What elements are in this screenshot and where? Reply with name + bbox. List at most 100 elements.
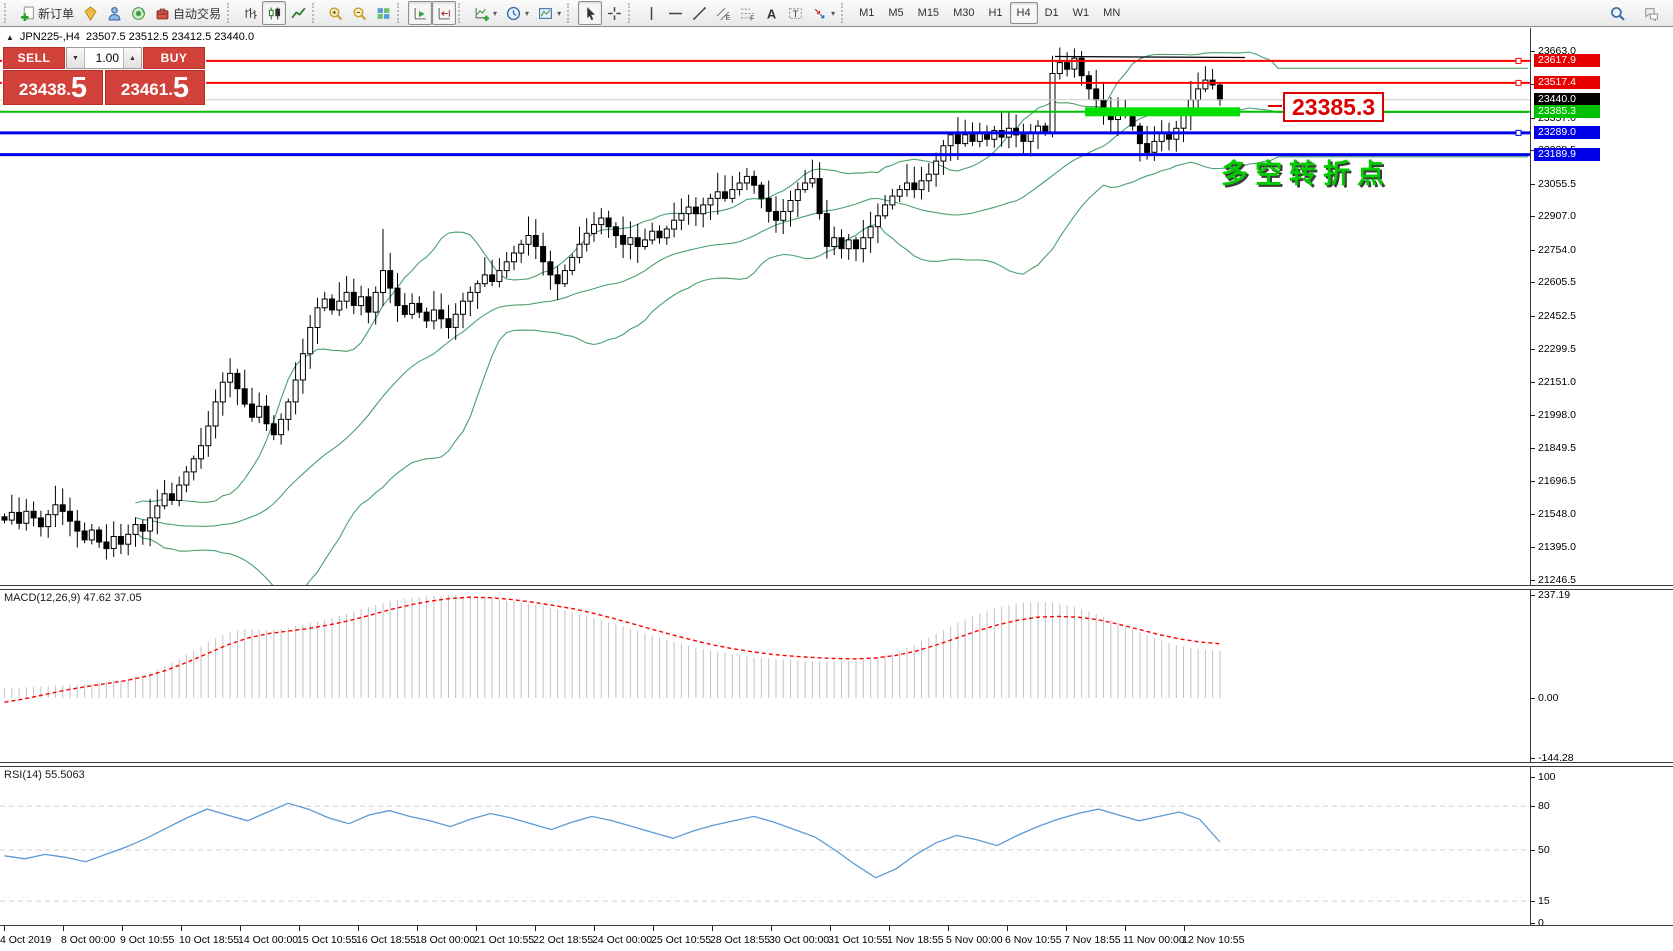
- timeframe-m1-button[interactable]: M1: [859, 7, 875, 19]
- candles-chart-button[interactable]: [262, 1, 287, 25]
- axis-tick: [1530, 777, 1535, 778]
- zoom-in-button[interactable]: [323, 1, 347, 25]
- svg-text:F: F: [750, 15, 754, 20]
- auto-trading-button[interactable]: 自动交易: [150, 1, 225, 25]
- volume-input[interactable]: 1.00: [95, 51, 119, 65]
- text-button[interactable]: A: [759, 1, 783, 25]
- equidistant-channel-button[interactable]: E: [711, 1, 735, 25]
- candles-chart-icon: [266, 5, 282, 21]
- timeframe-d1-button[interactable]: D1: [1044, 7, 1059, 19]
- arrows-button[interactable]: ▾: [807, 1, 839, 25]
- symbol-period-label: JPN225-,H4: [19, 31, 80, 43]
- main-chart-panel[interactable]: [0, 28, 1530, 585]
- fibonacci-button[interactable]: F: [735, 1, 759, 25]
- bars-chart-button[interactable]: [238, 1, 262, 25]
- auto-scroll-button[interactable]: [408, 1, 433, 25]
- templates-dropdown-caret[interactable]: ▾: [557, 8, 562, 18]
- timeframe-w1-button[interactable]: W1: [1072, 7, 1090, 19]
- toolbar-grip[interactable]: [4, 3, 11, 23]
- timeframe-mn-button[interactable]: MN: [1103, 7, 1121, 19]
- axis-tick-label: 22299.5: [1538, 343, 1576, 356]
- toolbar-grip[interactable]: [227, 3, 234, 23]
- panel-splitter-macd[interactable]: [0, 585, 1673, 590]
- ohlc-values: 23507.5 23512.5 23412.5 23440.0: [85, 31, 255, 43]
- timeframe-m5-button[interactable]: M5: [888, 7, 904, 19]
- tile-windows-button[interactable]: [371, 1, 395, 25]
- axis-tick-label: 22452.5: [1538, 309, 1576, 322]
- periods-dropdown-caret[interactable]: ▾: [525, 8, 530, 18]
- search-button[interactable]: [1605, 2, 1629, 26]
- sell-button[interactable]: SELL: [3, 47, 65, 69]
- horizontal-lines[interactable]: [0, 57, 1530, 157]
- toolbar-grip[interactable]: [397, 3, 404, 23]
- toolbar-grip[interactable]: [312, 3, 319, 23]
- axis-tick: [1530, 757, 1535, 759]
- macd-panel[interactable]: [0, 590, 1530, 762]
- line-chart-button[interactable]: [286, 1, 310, 25]
- new-order-button[interactable]: 新订单: [15, 1, 78, 25]
- axis-tick: [1530, 923, 1535, 924]
- volume-increase-button[interactable]: ▲: [123, 48, 141, 68]
- chart-shift-button[interactable]: [432, 1, 457, 25]
- text-label-button[interactable]: T: [783, 1, 807, 25]
- cursor-button[interactable]: [578, 1, 603, 25]
- toolbar-grip[interactable]: [841, 3, 848, 23]
- auto-trading-label: 自动交易: [173, 6, 222, 21]
- new-order-icon: [19, 5, 35, 21]
- templates-button[interactable]: ▾: [533, 1, 565, 25]
- chat-button[interactable]: [1639, 2, 1663, 26]
- timeframe-h1-button[interactable]: H1: [988, 7, 1003, 19]
- timeframe-m15-button[interactable]: M15: [917, 7, 940, 19]
- navigator-button[interactable]: [102, 1, 126, 25]
- periods-button[interactable]: ▾: [501, 1, 533, 25]
- trendline-button[interactable]: [687, 1, 711, 25]
- timeframe-h4-button[interactable]: H4: [1009, 2, 1038, 24]
- time-tick-label: 14 Oct 00:00: [238, 934, 299, 946]
- price-axis[interactable]: 23663.023511.523357.023208.523055.522907…: [1530, 28, 1673, 929]
- vertical-line-button[interactable]: [639, 1, 663, 25]
- indicators-button[interactable]: ▾: [469, 1, 501, 25]
- price-axis-border: [1530, 28, 1531, 925]
- axis-tick: [1530, 282, 1535, 284]
- time-tick: [122, 926, 123, 931]
- signals-button[interactable]: [126, 1, 150, 25]
- toolbar-grip[interactable]: [458, 3, 465, 23]
- collapse-arrow-icon[interactable]: ▲: [6, 32, 14, 42]
- market-watch-button[interactable]: [78, 1, 102, 25]
- sell-price-panel[interactable]: 23438. 5: [3, 70, 103, 105]
- price-callout-label[interactable]: 23385.3: [1283, 92, 1385, 122]
- rsi-level-lines: [0, 805, 1530, 902]
- axis-tick-label: 0: [1538, 917, 1544, 929]
- indicators-dropdown-caret[interactable]: ▾: [493, 8, 498, 18]
- panel-splitter-rsi[interactable]: [0, 762, 1673, 767]
- toolbar-grip[interactable]: [628, 3, 635, 23]
- rsi-panel[interactable]: [0, 767, 1530, 925]
- buy-button[interactable]: BUY: [143, 47, 205, 69]
- auto-trading-icon: [154, 5, 170, 21]
- time-tick-label: 8 Oct 00:00: [61, 934, 116, 946]
- time-tick: [4, 926, 5, 931]
- crosshair-button[interactable]: [602, 1, 626, 25]
- support-zone-bar[interactable]: [1085, 107, 1240, 117]
- toolbar-grip[interactable]: [567, 3, 574, 23]
- pivot-note-text[interactable]: 多空转折点: [1221, 159, 1391, 189]
- bars-chart-icon: [242, 5, 258, 21]
- zoom-out-icon: [351, 5, 367, 21]
- time-tick: [594, 926, 595, 931]
- axis-tick-label: 80: [1538, 800, 1550, 813]
- axis-tick-label: -144.28: [1538, 751, 1574, 764]
- resistance-trendline[interactable]: [1054, 55, 1246, 59]
- axis-tick-label: 22151.0: [1538, 375, 1576, 388]
- arrows-dropdown-caret[interactable]: ▾: [831, 8, 836, 18]
- auto-scroll-icon: [412, 5, 428, 21]
- time-tick: [771, 926, 772, 931]
- buy-price-panel[interactable]: 23461. 5: [105, 70, 205, 105]
- price-line-label-23189.9: 23189.9: [1534, 148, 1600, 162]
- time-axis[interactable]: 4 Oct 2019 8 Oct 00:00 9 Oct 10:55 10 Oct 1…: [0, 925, 1673, 951]
- timeframe-m30-button[interactable]: M30: [953, 7, 975, 19]
- horizontal-line-button[interactable]: [663, 1, 687, 25]
- axis-tick-label: 21696.5: [1538, 475, 1576, 488]
- volume-decrease-button[interactable]: ▼: [67, 48, 85, 68]
- zoom-out-button[interactable]: [347, 1, 371, 25]
- axis-tick: [1530, 594, 1535, 596]
